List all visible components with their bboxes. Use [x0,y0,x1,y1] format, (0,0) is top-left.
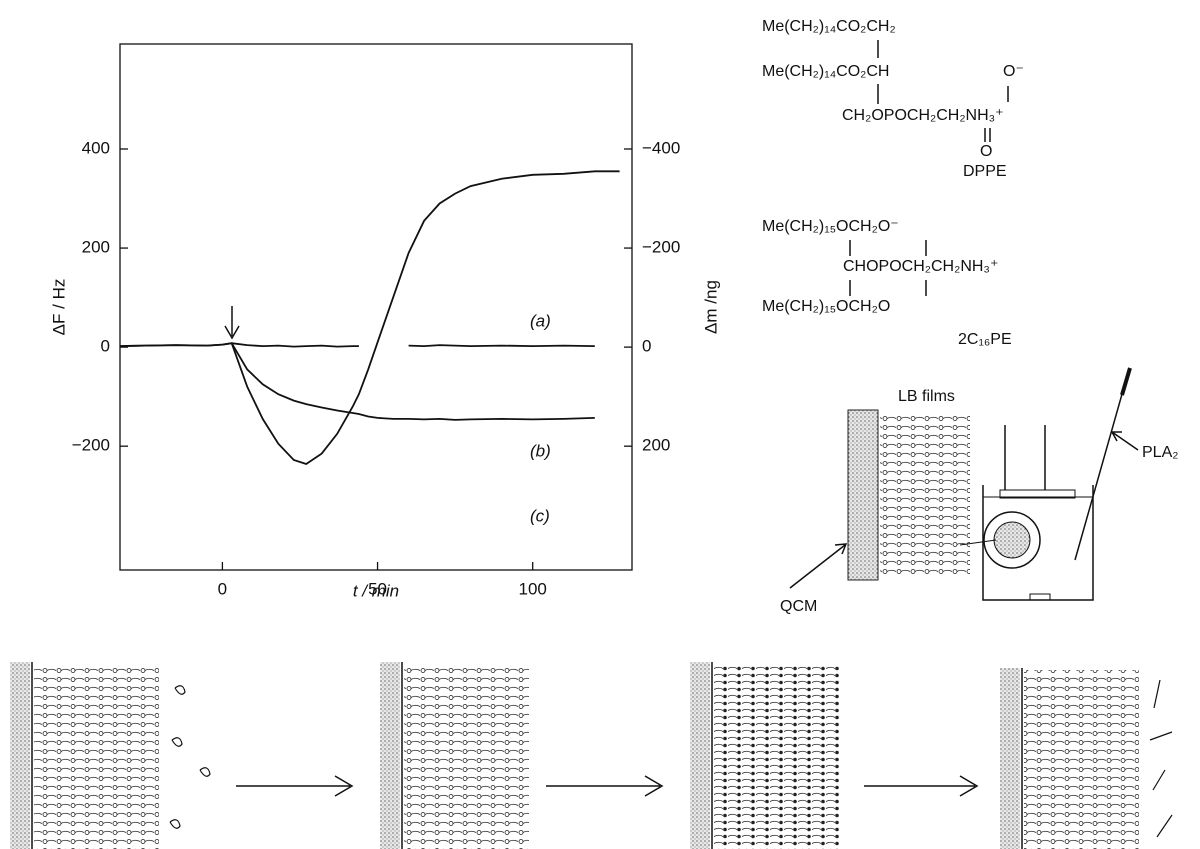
y2-axis-label: Δm /ng [701,280,720,334]
series-label: (c) [530,506,550,525]
y-tick-label: 200 [82,238,110,257]
y-tick-label: 0 [101,337,110,356]
y2-tick-label: −200 [642,238,680,257]
series-label: (a) [530,311,551,330]
structure-name: 2C₁₆PE [958,331,1012,348]
y-tick-label: 400 [82,138,110,157]
dppe-structure: Me(CH₂)₁₄CO₂CH₂ Me(CH₂)₁₄CO₂CH O⁻ CH₂OPO… [762,18,1024,180]
x-tick-label: 100 [519,579,547,598]
chem-line: Me(CH₂)₁₄CO₂CH [762,63,889,80]
y-axis-label: ΔF / Hz [49,279,68,336]
chem-line: Me(CH₂)₁₅OCH₂O [762,298,890,315]
data-line [230,342,595,421]
apparatus: LB films QCM PLA₂ [780,367,1178,615]
y-tick-label: −200 [72,436,110,455]
chart: t / min ΔF / Hz Δm /ng 0 50 100 −200 0 200 400… [49,43,720,600]
chem-line: CHOPOCH₂CH₂NH₃⁺ [843,258,998,275]
x-axis-label: t / min [353,581,399,600]
lb-film [880,412,970,578]
y2-tick-label: 0 [642,337,651,356]
plot-frame [119,43,633,571]
chem-line: CH₂OPOCH₂CH₂NH₃⁺ [842,107,1004,124]
hydrolysis-schematic [10,662,1173,849]
qcm-electrode [847,409,879,581]
y2-tick-label: −400 [642,138,680,157]
chem-line: O [980,143,992,160]
x-tick-label: 50 [368,579,387,598]
apparatus-label: QCM [780,598,817,615]
data-line [119,342,595,348]
y2-tick-label: 200 [642,436,670,455]
chem-line: O⁻ [1003,63,1024,80]
x-tick-label: 0 [218,579,227,598]
c16pe-structure: Me(CH₂)₁₅OCH₂O⁻ CHOPOCH₂CH₂NH₃⁺ Me(CH₂)₁… [762,218,1012,348]
chem-line: Me(CH₂)₁₅OCH₂O⁻ [762,218,899,235]
series-label: (b) [530,441,551,460]
apparatus-label: LB films [898,388,955,405]
apparatus-label: PLA₂ [1142,444,1178,461]
arrow-marker [224,306,240,340]
structure-name: DPPE [963,163,1007,180]
chem-line: Me(CH₂)₁₄CO₂CH₂ [762,18,896,35]
